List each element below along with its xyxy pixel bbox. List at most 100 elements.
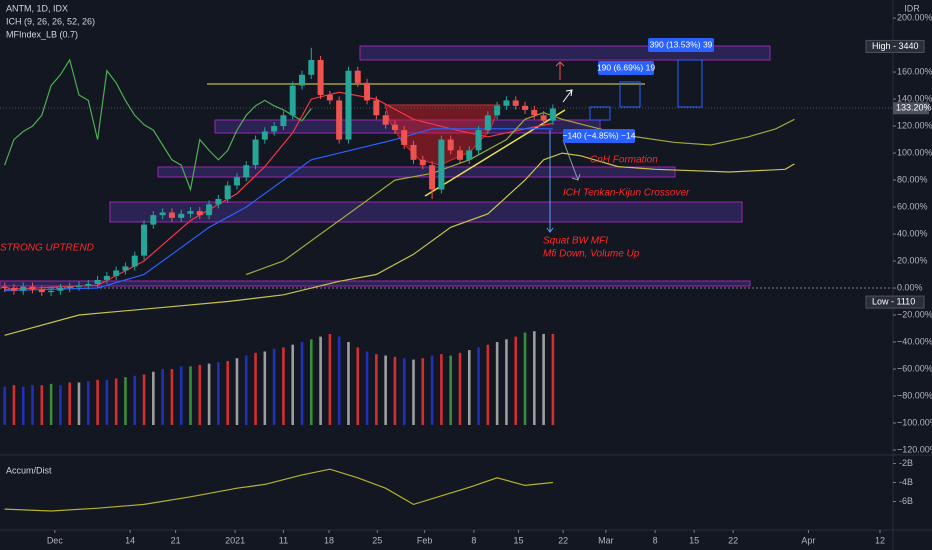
candle-body — [484, 115, 491, 131]
x-tick-label: 12 — [875, 535, 885, 545]
candle-body — [503, 100, 510, 106]
candle-body — [308, 59, 315, 75]
mfi-bar — [393, 356, 397, 425]
projections — [589, 59, 703, 121]
candle-body — [549, 108, 556, 121]
candle-body — [531, 109, 538, 116]
projection — [619, 81, 641, 108]
mfi-bar — [421, 358, 425, 425]
candle-body — [141, 224, 148, 256]
candle-body — [522, 105, 529, 110]
candle-body — [466, 150, 473, 160]
mfi-bar — [347, 342, 350, 425]
y-tick-label: 20.00% — [897, 255, 928, 265]
y-tick-label: −20.00% — [897, 309, 932, 319]
x-tick-label: Feb — [417, 535, 433, 545]
candle-body — [75, 285, 82, 287]
candle-body — [29, 286, 36, 290]
x-tick-label: Mar — [598, 535, 614, 545]
zone — [157, 166, 676, 178]
mfi-bar — [161, 369, 164, 425]
indicator-line — [4, 152, 795, 336]
mfi-bar — [486, 344, 490, 425]
y-tick-label: 80.00% — [897, 174, 928, 184]
candle-body — [94, 279, 101, 284]
candle-body — [494, 105, 501, 116]
candle-body — [20, 286, 27, 291]
measure-label: −140 (−4.85%) −14 — [562, 130, 635, 140]
candle-body — [122, 266, 129, 271]
candle-body — [1, 286, 8, 289]
indicator-line — [4, 58, 312, 192]
measure-box — [648, 38, 714, 52]
candle-body — [233, 177, 240, 186]
candle-body — [336, 100, 343, 140]
candle-body — [373, 100, 380, 116]
mfi-bar — [542, 333, 545, 425]
price-tag-label: 133.20% — [896, 103, 932, 113]
y-tick-label: -6B — [899, 496, 913, 506]
y-tick-label: 100.00% — [897, 147, 932, 157]
candle-body — [85, 283, 92, 286]
mfi-bar — [217, 362, 220, 425]
candle-body — [391, 124, 398, 131]
mfi-bar — [523, 332, 527, 425]
x-tick-label: 21 — [171, 535, 181, 545]
mfi-bar — [356, 347, 360, 425]
y-tick-label: 140.00% — [897, 93, 932, 103]
mfi-bar — [207, 363, 211, 425]
price-tag-label: High - 3440 — [872, 41, 919, 51]
price-tag — [865, 39, 925, 53]
mfi-bar — [114, 378, 118, 425]
y-tick-label: 40.00% — [897, 228, 928, 238]
candle-body — [66, 286, 73, 289]
mfi-bar — [402, 358, 406, 425]
mfi-bar — [533, 331, 536, 425]
mfi-bar — [254, 352, 257, 425]
currency: IDR — [904, 3, 920, 13]
mfi-bar — [309, 339, 313, 425]
x-tick-label: 22 — [728, 535, 738, 545]
mfi-bar — [291, 344, 295, 425]
candle-body — [345, 70, 352, 140]
annotation: STRONG UPTREND — [0, 243, 94, 254]
mfi-bar — [282, 347, 285, 425]
y-tick-label: -4B — [899, 477, 913, 487]
candle-body — [113, 270, 120, 276]
x-tick-label: 22 — [558, 535, 568, 545]
candle-body — [168, 212, 175, 218]
mfi-bar — [235, 358, 239, 425]
mfi-bar — [263, 351, 267, 425]
y-tick-label: −40.00% — [897, 336, 932, 346]
pane-title: Accum/Dist — [6, 465, 52, 475]
mfi-bar — [272, 348, 276, 425]
y-tick-label: −60.00% — [897, 363, 932, 373]
mfi-bar — [3, 386, 6, 425]
candle-body — [299, 74, 306, 86]
annotation: Mfi Down, Volume Up — [543, 249, 640, 260]
measure-label: 190 (6.69%) 19 — [597, 62, 655, 72]
mfi-bar — [170, 369, 174, 425]
candle-body — [326, 95, 333, 101]
mfi-bar — [68, 382, 71, 425]
candle-body — [243, 165, 250, 178]
projection — [589, 106, 611, 121]
candle-body — [150, 215, 157, 225]
mfi-bar — [189, 366, 192, 425]
candle-body — [289, 85, 296, 116]
mfi-bar — [31, 385, 34, 425]
y-tick-label: −80.00% — [897, 390, 932, 400]
mfi-bar — [337, 336, 341, 425]
mfi-bar — [96, 379, 99, 425]
mfi-bar — [300, 342, 304, 425]
candle-body — [159, 212, 166, 216]
candle-body — [317, 59, 324, 96]
mfi-bar — [226, 360, 229, 425]
candle-body — [429, 165, 436, 190]
indicator-line — [4, 128, 553, 292]
price-tag-label: Low - 1110 — [872, 296, 915, 306]
annotation: ICH Tenkan-Kijun Crossover — [563, 188, 690, 199]
candle-body — [187, 211, 194, 214]
x-tick-label: 14 — [125, 535, 135, 545]
